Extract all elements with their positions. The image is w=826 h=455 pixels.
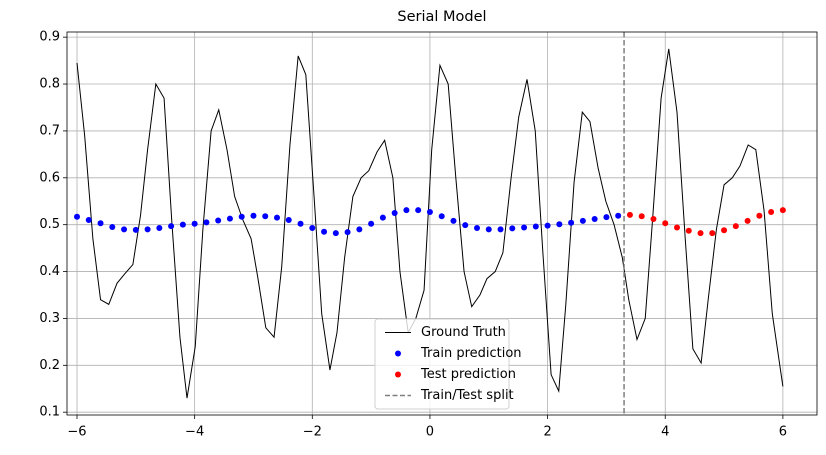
prediction-point xyxy=(568,219,575,226)
y-tick-label: 0.2 xyxy=(39,358,60,373)
prediction-point xyxy=(591,216,598,223)
legend-label: Train/Test split xyxy=(420,388,514,403)
legend-box xyxy=(374,318,510,410)
legend-label: Test prediction xyxy=(420,367,516,382)
x-tick-label: −6 xyxy=(67,425,86,440)
x-tick-label: 2 xyxy=(543,425,551,440)
prediction-point xyxy=(556,221,563,228)
prediction-point xyxy=(250,212,257,219)
prediction-point xyxy=(132,226,139,233)
x-tick-label: 0 xyxy=(426,425,434,440)
y-tick-label: 0.5 xyxy=(39,217,60,232)
prediction-point xyxy=(685,227,692,234)
prediction-point xyxy=(697,230,704,237)
y-tick-label: 0.1 xyxy=(39,405,60,420)
prediction-point xyxy=(709,230,716,237)
legend-label: Train prediction xyxy=(420,346,522,361)
ground-truth-line xyxy=(76,48,784,399)
legend-label: Ground Truth xyxy=(421,325,506,340)
x-tick-label: −4 xyxy=(185,425,204,440)
prediction-point xyxy=(450,217,457,224)
prediction-point xyxy=(485,226,492,233)
legend-handle xyxy=(395,350,401,357)
prediction-point xyxy=(438,213,445,220)
prediction-point xyxy=(356,226,363,233)
prediction-point xyxy=(638,213,645,220)
prediction-point xyxy=(462,222,469,229)
prediction-point xyxy=(168,223,175,230)
prediction-point xyxy=(732,223,739,230)
prediction-point xyxy=(215,217,222,224)
y-tick-label: 0.3 xyxy=(39,311,60,326)
legend-handle xyxy=(395,371,401,378)
prediction-point xyxy=(203,219,210,226)
prediction-point xyxy=(309,224,316,231)
prediction-point xyxy=(650,216,657,223)
prediction-point xyxy=(332,230,339,237)
prediction-point xyxy=(415,207,422,214)
prediction-point xyxy=(274,214,280,221)
prediction-point xyxy=(144,226,151,233)
prediction-point xyxy=(497,226,504,233)
legend: Ground Truth Train prediction Test predict… xyxy=(374,318,522,410)
prediction-point xyxy=(779,207,786,214)
prediction-point xyxy=(238,213,245,220)
prediction-point xyxy=(285,216,292,223)
prediction-point xyxy=(297,220,304,227)
prediction-point xyxy=(509,225,516,232)
plot-frame xyxy=(66,31,818,416)
x-tick-label: −2 xyxy=(303,425,322,440)
prediction-point xyxy=(121,226,128,233)
prediction-point xyxy=(579,217,586,224)
prediction-point xyxy=(662,220,669,227)
prediction-point xyxy=(368,220,375,227)
prediction-point xyxy=(156,224,163,231)
prediction-point xyxy=(532,223,539,230)
prediction-point xyxy=(521,224,528,231)
prediction-point xyxy=(226,215,233,222)
prediction-point xyxy=(179,221,186,228)
prediction-point xyxy=(721,227,728,234)
y-tick-label: 0.8 xyxy=(39,77,60,92)
x-tick-label: 6 xyxy=(779,425,787,440)
chart-title: Serial Model xyxy=(397,9,486,25)
prediction-point xyxy=(403,207,410,214)
prediction-point xyxy=(674,224,680,231)
prediction-point xyxy=(262,213,269,220)
prediction-point xyxy=(74,213,80,220)
y-tick-label: 0.4 xyxy=(39,264,60,279)
prediction-point xyxy=(544,222,551,229)
prediction-point xyxy=(97,220,104,227)
x-tick-label: 4 xyxy=(661,425,669,440)
prediction-point xyxy=(391,209,398,216)
prediction-point xyxy=(744,217,751,224)
y-tick-label: 0.6 xyxy=(39,170,60,185)
prediction-point xyxy=(379,214,386,221)
prediction-point xyxy=(474,224,480,231)
prediction-point xyxy=(626,211,633,218)
prediction-point xyxy=(321,228,328,235)
prediction-point xyxy=(109,224,116,231)
prediction-point xyxy=(615,212,622,219)
prediction-point xyxy=(191,220,198,227)
prediction-point xyxy=(426,209,433,216)
prediction-point xyxy=(344,229,351,236)
prediction-point xyxy=(603,214,610,221)
prediction-point xyxy=(85,216,92,223)
prediction-point xyxy=(768,209,775,216)
prediction-point xyxy=(756,212,763,219)
y-tick-label: 0.7 xyxy=(39,123,60,138)
y-tick-label: 0.9 xyxy=(39,30,60,45)
